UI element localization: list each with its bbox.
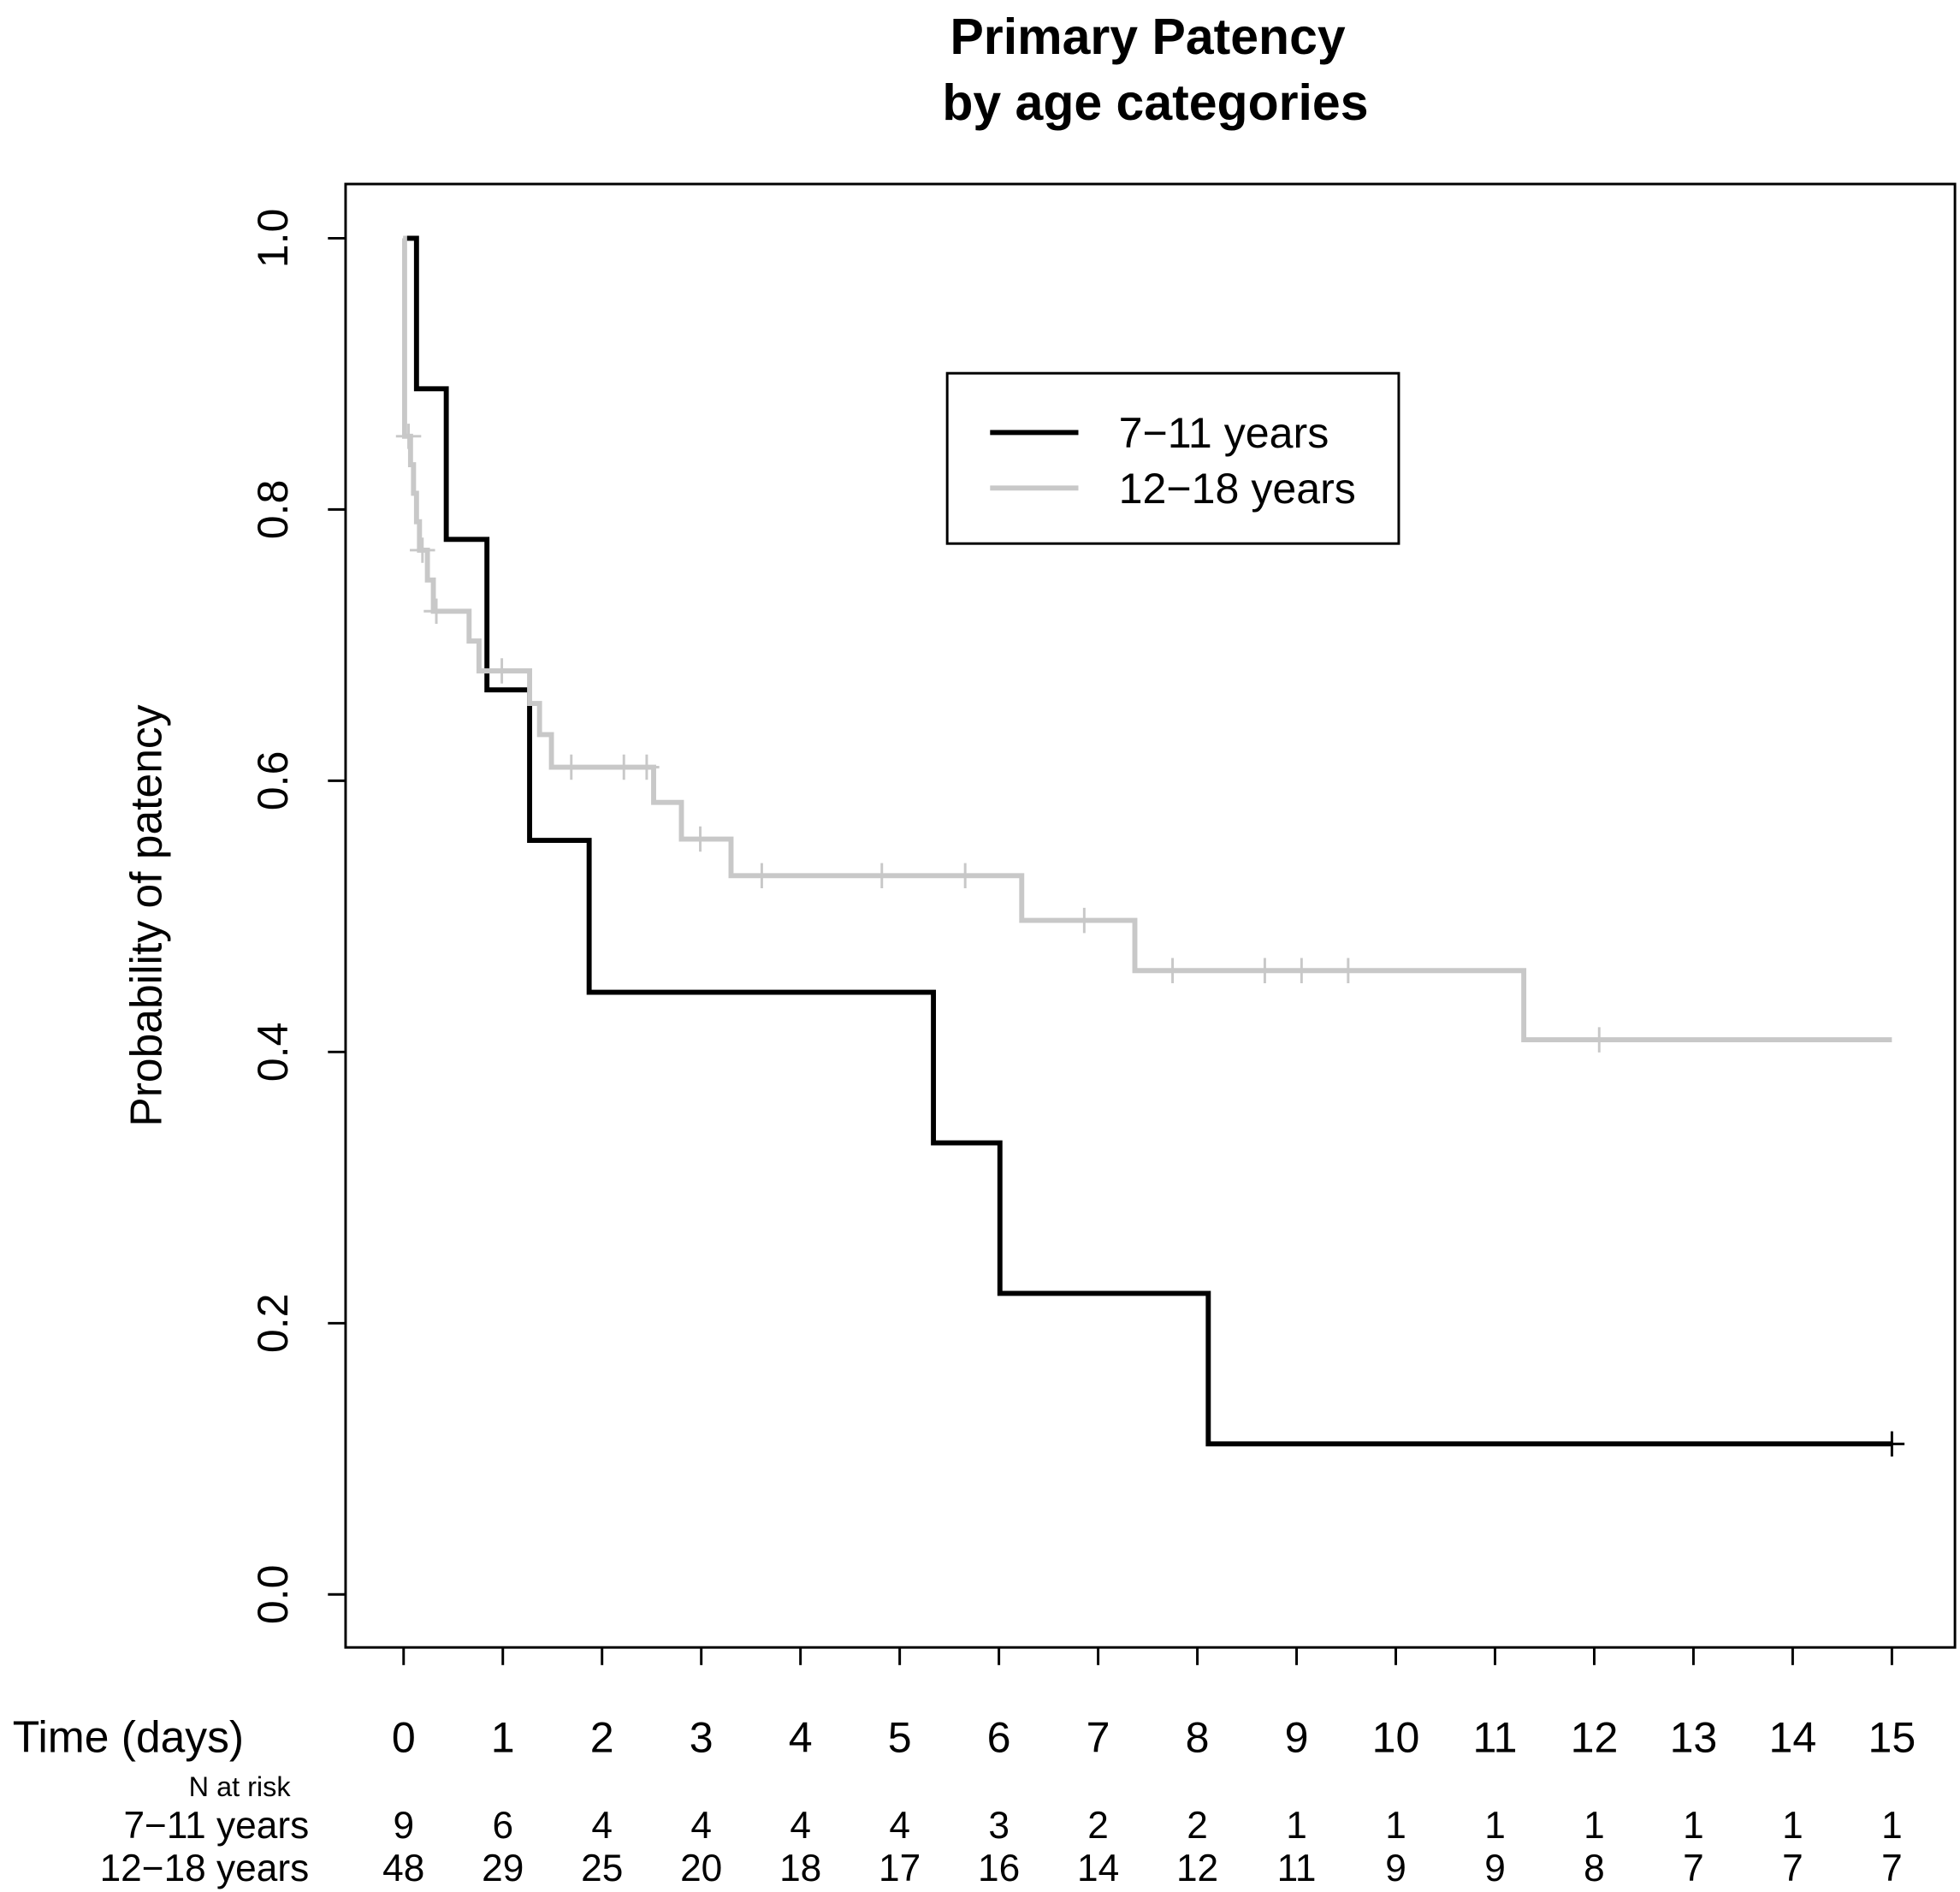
legend-label-12-18-years: 12−18 years: [1119, 465, 1356, 513]
risk-count: 2: [1087, 1805, 1109, 1847]
x-tick-label: 2: [590, 1714, 614, 1762]
y-axis-label: Probability of patency: [121, 704, 171, 1126]
x-tick-label: 15: [1868, 1714, 1916, 1762]
legend-label-7-11-years: 7−11 years: [1119, 409, 1329, 457]
chart-title: Primary Patency: [950, 9, 1345, 65]
censor-mark: [1071, 907, 1098, 934]
censor-mark: [410, 537, 435, 563]
x-tick-label: 11: [1472, 1714, 1517, 1762]
x-tick-label: 1: [491, 1714, 515, 1762]
risk-count: 25: [581, 1848, 623, 1889]
censor-mark: [869, 863, 895, 889]
risk-count: 7: [1683, 1848, 1704, 1889]
risk-count: 1: [1782, 1805, 1803, 1847]
censor-mark: [1879, 1431, 1905, 1457]
risk-count: 11: [1277, 1848, 1317, 1889]
y-axis: 0.0 0.2 0.4 0.6 0.8 1.0: [249, 209, 346, 1624]
plot-frame: [344, 182, 1957, 1649]
survival-curves: [395, 235, 1905, 1457]
risk-count: 2: [1187, 1805, 1208, 1847]
x-tick-label: 5: [888, 1714, 912, 1762]
risk-count: 1: [1484, 1805, 1506, 1847]
risk-count: 16: [978, 1848, 1020, 1889]
x-axis-label: Time (days): [13, 1712, 244, 1762]
risk-count: 4: [790, 1805, 811, 1847]
censor-mark: [1288, 958, 1315, 983]
series-line-7-11-years: [403, 235, 1892, 1447]
x-tick-label: 9: [1285, 1714, 1309, 1762]
risk-count: 12: [1176, 1848, 1218, 1889]
risk-count: 20: [680, 1848, 722, 1889]
risk-count: 1: [1385, 1805, 1406, 1847]
risk-count: 7: [1782, 1848, 1803, 1889]
risk-count: 1: [1683, 1805, 1704, 1847]
censor-mark: [952, 863, 978, 889]
y-tick-label: 0.4: [249, 1023, 297, 1082]
censor-mark: [1335, 958, 1361, 983]
risk-row-label-12-18-years: 12−18 years: [100, 1848, 310, 1889]
risk-count: 9: [1385, 1848, 1406, 1889]
risk-count: 1: [1881, 1805, 1903, 1847]
risk-table: N at risk 7−11 years 12−18 years 9 6 4 4 4 4 3…: [100, 1771, 1903, 1889]
x-tick-label: 13: [1670, 1714, 1718, 1762]
x-tick-label: 7: [1087, 1714, 1110, 1762]
x-tick-label: 10: [1372, 1714, 1420, 1762]
y-tick-label: 0.6: [249, 751, 297, 811]
risk-count: 18: [779, 1848, 821, 1889]
risk-count: 17: [879, 1848, 921, 1889]
risk-count: 29: [482, 1848, 524, 1889]
y-tick-label: 1.0: [249, 209, 297, 269]
censor-mark: [489, 658, 515, 684]
risk-table-title: N at risk: [189, 1771, 292, 1802]
risk-count: 14: [1077, 1848, 1119, 1889]
legend-box: [945, 371, 1400, 545]
risk-count: 6: [492, 1805, 513, 1847]
risk-count: 9: [1484, 1848, 1506, 1889]
chart-subtitle: by age categories: [942, 75, 1368, 131]
censor-mark: [423, 598, 449, 625]
risk-count: 48: [382, 1848, 424, 1889]
censor-mark: [1252, 958, 1278, 983]
censor-mark: [559, 754, 584, 780]
risk-count: 9: [393, 1805, 414, 1847]
y-tick-label: 0.2: [249, 1293, 297, 1353]
x-tick-label: 12: [1571, 1714, 1619, 1762]
censor-mark: [687, 826, 714, 852]
risk-count: 8: [1584, 1848, 1605, 1889]
risk-count: 3: [988, 1805, 1010, 1847]
risk-count: 1: [1584, 1805, 1605, 1847]
risk-row-label-7-11-years: 7−11 years: [123, 1805, 309, 1847]
legend: 7−11 years 12−18 years: [945, 371, 1400, 545]
censor-mark: [1586, 1027, 1613, 1053]
y-tick-label: 0.0: [249, 1564, 297, 1624]
risk-count: 4: [591, 1805, 613, 1847]
y-tick-label: 0.8: [249, 480, 297, 540]
censor-mark: [611, 754, 637, 780]
risk-count: 7: [1881, 1848, 1903, 1889]
censor-mark: [1159, 958, 1186, 983]
risk-count: 4: [889, 1805, 910, 1847]
series-line-12-18-years: [401, 235, 1892, 1043]
x-tick-label: 4: [789, 1714, 813, 1762]
censor-mark: [634, 754, 660, 780]
censor-mark: [395, 424, 422, 449]
x-tick-label: 3: [690, 1714, 714, 1762]
x-axis: 0 1 2 3 4 5 6 7 8 9 10 11 12 13 14 15: [392, 1647, 1916, 1762]
risk-count: 4: [690, 1805, 712, 1847]
x-tick-label: 8: [1186, 1714, 1210, 1762]
censor-mark: [749, 863, 775, 889]
risk-count: 1: [1286, 1805, 1307, 1847]
x-tick-label: 6: [987, 1714, 1011, 1762]
x-tick-label: 14: [1769, 1714, 1817, 1762]
x-tick-label: 0: [392, 1714, 416, 1762]
